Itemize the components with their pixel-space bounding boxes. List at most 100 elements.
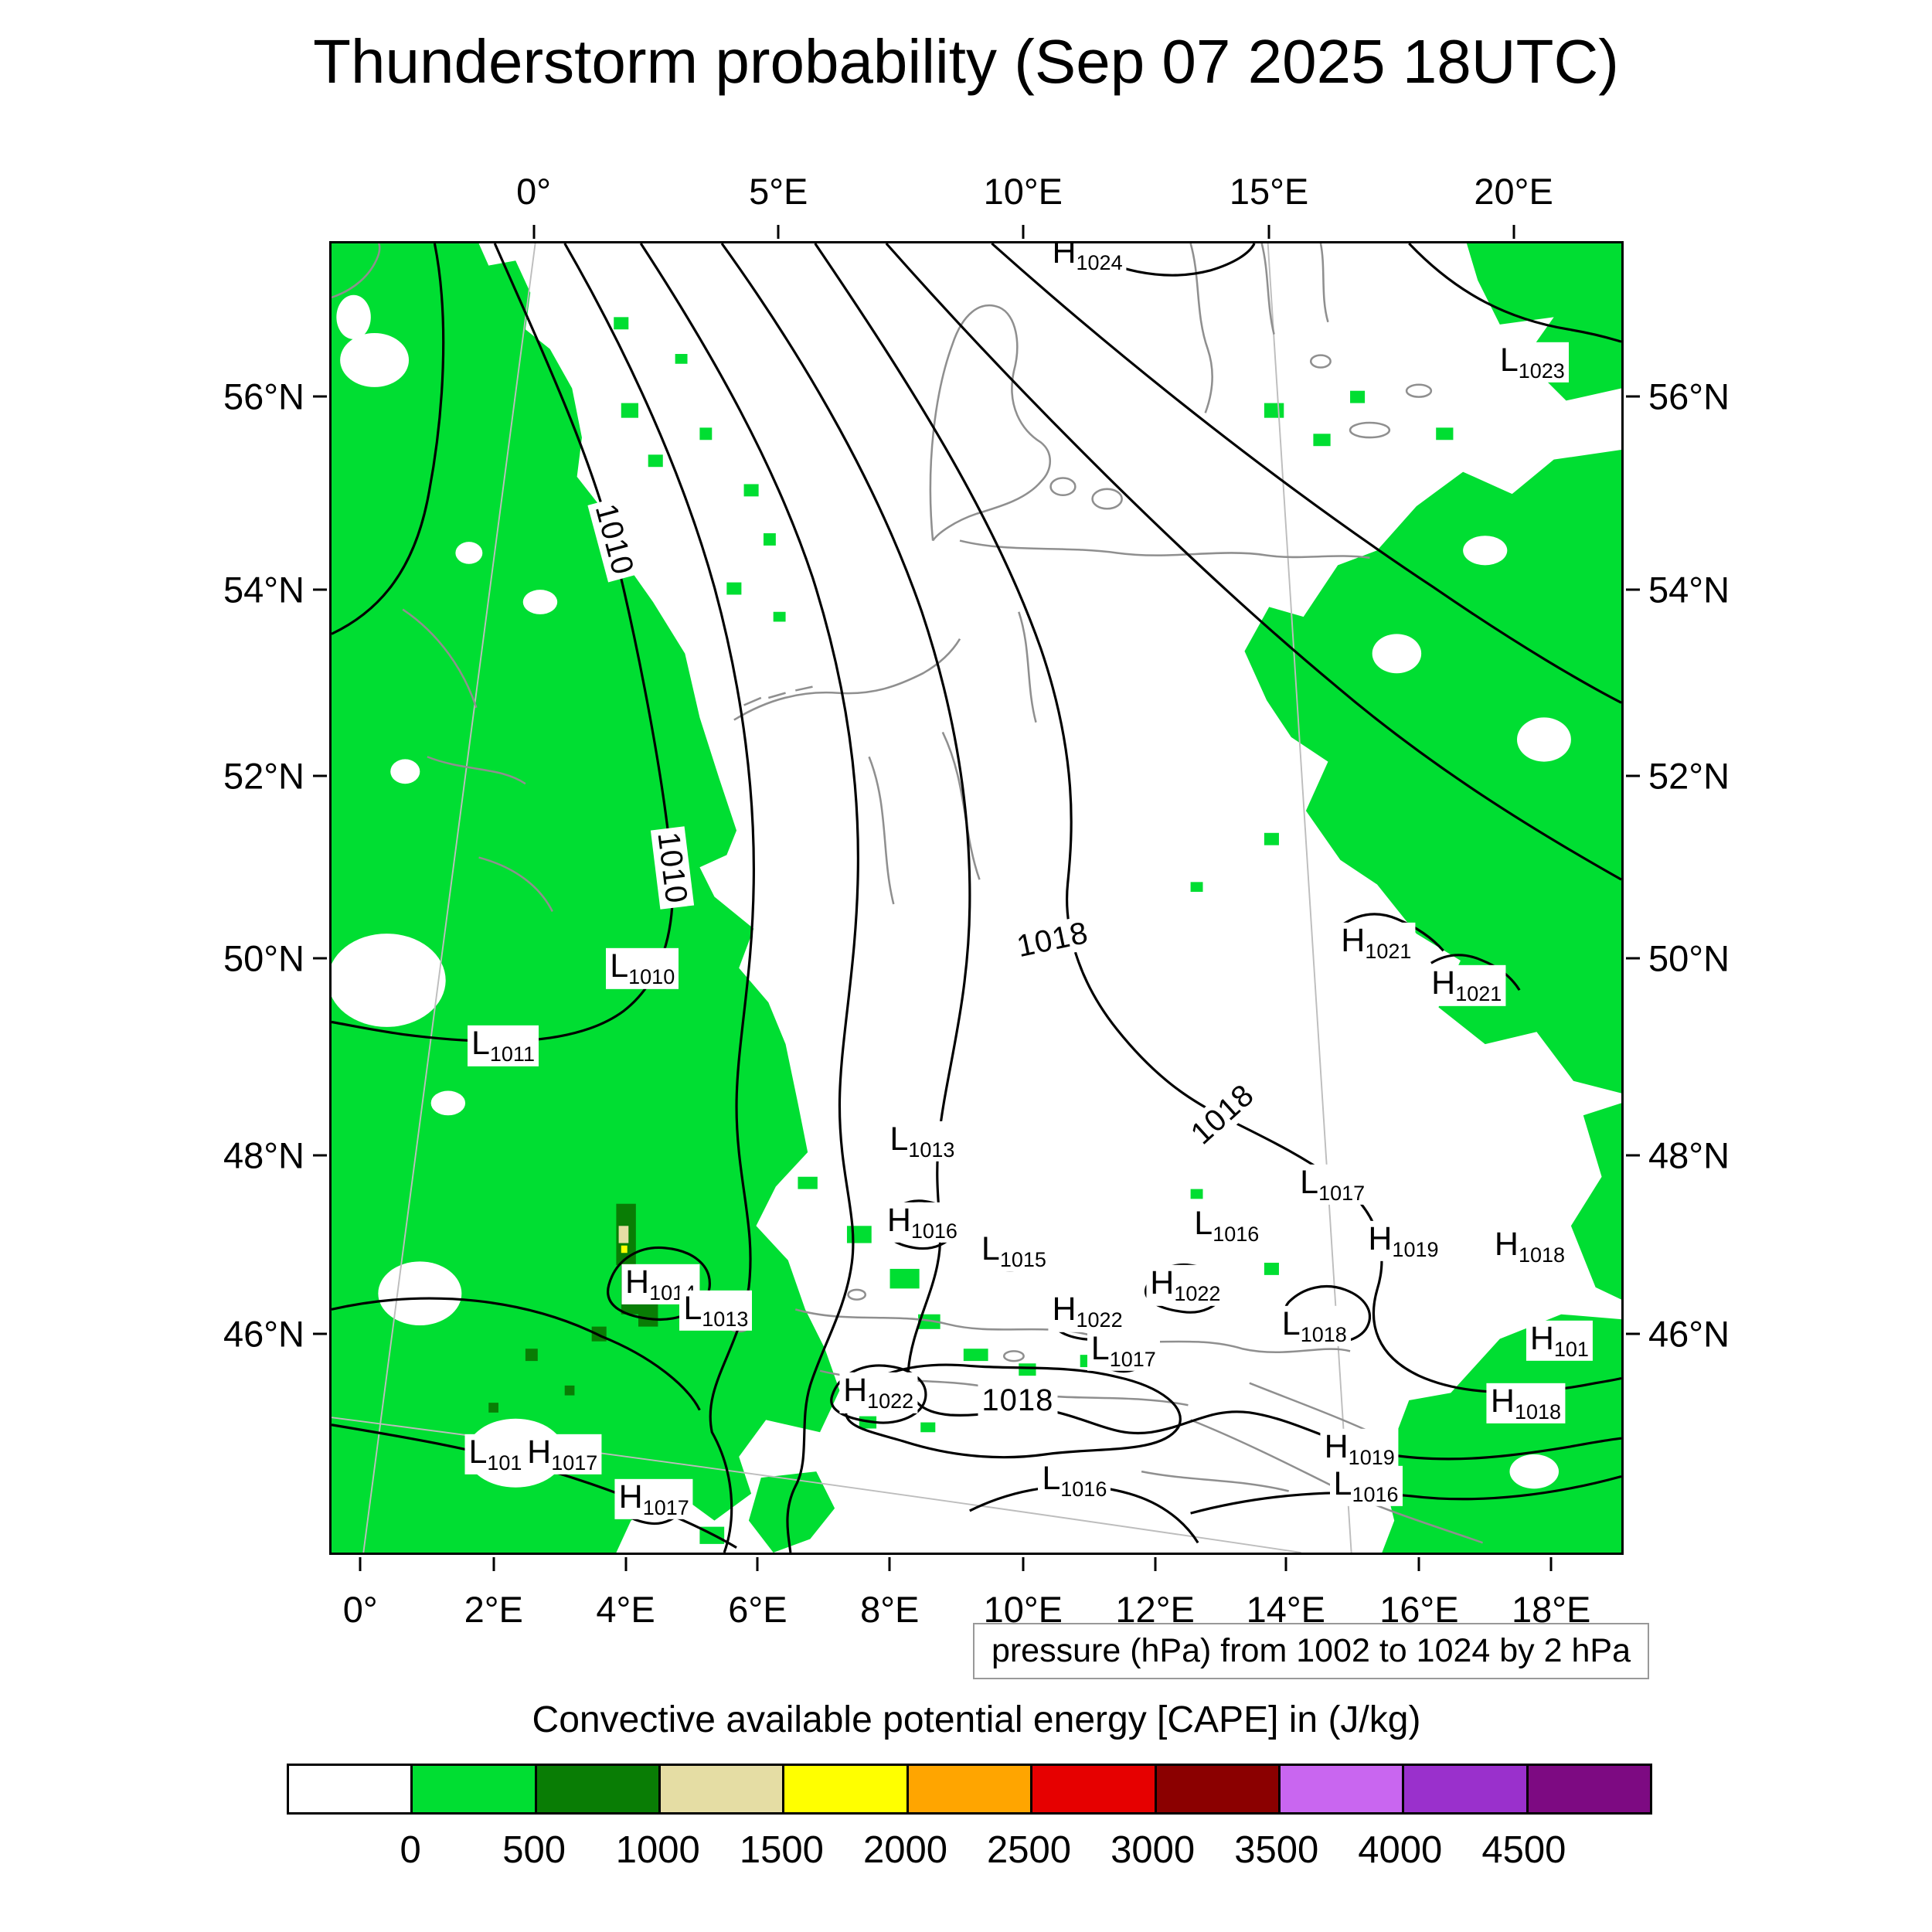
lat-label-right: 50°N (1648, 937, 1730, 979)
cape-shading (332, 243, 1621, 1553)
pressure-center-label: L1010 (606, 948, 679, 989)
lon-label-top: 5°E (749, 171, 808, 212)
cape-colorbar-labels: 0 500 1000 1500 2000 2500 3000 3500 4000 4500 (287, 1828, 1648, 1875)
pressure-center-label: H1019 (1364, 1220, 1443, 1261)
pressure-center-label: L101 (464, 1434, 526, 1475)
lon-tick-bottom (1549, 1557, 1553, 1571)
cape-colorbar (287, 1764, 1652, 1815)
colorbar-tick-label: 1000 (615, 1829, 700, 1871)
lon-tick-top (532, 225, 536, 239)
lat-tick-left (313, 1154, 327, 1157)
lat-label-right: 46°N (1648, 1313, 1730, 1355)
colorbar-tick-label: 2500 (987, 1829, 1072, 1871)
colorbar-tick-label: 1500 (739, 1829, 824, 1871)
pressure-center-label: L1011 (467, 1026, 539, 1066)
lat-tick-right (1626, 1332, 1640, 1335)
colorbar-cell (289, 1766, 411, 1812)
lat-label-left: 50°N (223, 937, 304, 979)
lat-label-left: 54°N (223, 569, 304, 610)
colorbar-cell (410, 1766, 535, 1812)
lat-tick-right (1626, 957, 1640, 960)
lon-tick-top (1022, 225, 1025, 239)
colorbar-tick-label: 0 (400, 1829, 421, 1871)
pressure-center-label: L1016 (1329, 1465, 1403, 1506)
pressure-center-label: L1016 (1190, 1205, 1264, 1246)
colorbar-cell (1526, 1766, 1650, 1812)
map-plot-area: H1024 L1023 1010 1010 L1010 L1011 1018 H1021 H10… (329, 241, 1624, 1555)
colorbar-cell (1030, 1766, 1155, 1812)
pressure-center-label: L1013 (886, 1121, 959, 1162)
colorbar-cell (1277, 1766, 1403, 1812)
lon-tick-top (1267, 225, 1270, 239)
lat-label-right: 54°N (1648, 569, 1730, 610)
lon-label-top: 20°E (1474, 171, 1553, 212)
pressure-center-label: H1024 (1048, 243, 1127, 274)
colorbar-tick-label: 500 (502, 1829, 566, 1871)
colorbar-cell (658, 1766, 783, 1812)
lat-tick-right (1626, 395, 1640, 398)
pressure-center-label: H101 (1526, 1320, 1593, 1361)
pressure-center-label: H1021 (1427, 965, 1506, 1006)
colorbar-cell (534, 1766, 659, 1812)
pressure-center-label: H1016 (883, 1202, 961, 1243)
colorbar-cell (1154, 1766, 1278, 1812)
lat-tick-left (313, 588, 327, 590)
pressure-center-label: L1015 (977, 1231, 1050, 1272)
lat-tick-left (313, 774, 327, 777)
pressure-center-label: H1018 (1486, 1383, 1566, 1424)
pressure-center-label: L1016 (1038, 1460, 1111, 1501)
pressure-center-label: H1018 (1490, 1226, 1570, 1267)
lon-tick-bottom (756, 1557, 759, 1571)
lon-label-top: 15°E (1229, 171, 1309, 212)
lat-label-left: 46°N (223, 1313, 304, 1355)
lat-tick-left (313, 957, 327, 960)
lat-tick-right (1626, 588, 1640, 590)
colorbar-tick-label: 3000 (1111, 1829, 1196, 1871)
map-canvas (332, 243, 1621, 1553)
pressure-center-label: L1013 (679, 1290, 753, 1331)
colorbar-tick-label: 3500 (1234, 1829, 1319, 1871)
lat-label-left: 48°N (223, 1134, 304, 1176)
lon-label-bottom: 8°E (860, 1589, 920, 1630)
lat-tick-right (1626, 774, 1640, 777)
colorbar-cell (782, 1766, 906, 1812)
pressure-range-caption: pressure (hPa) from 1002 to 1024 by 2 hP… (972, 1623, 1649, 1679)
lon-tick-bottom (624, 1557, 628, 1571)
lon-label-bottom: 0° (342, 1589, 378, 1630)
lat-tick-left (313, 395, 327, 398)
lon-tick-bottom (1154, 1557, 1157, 1571)
pressure-center-label: H1022 (1146, 1265, 1225, 1306)
map-axes-area: H1024 L1023 1010 1010 L1010 L1011 1018 H1021 H10… (223, 171, 1730, 1630)
lon-label-bottom: 6°E (728, 1589, 787, 1630)
lon-tick-top (1512, 225, 1515, 239)
pressure-center-label: H1022 (1048, 1291, 1127, 1332)
lat-tick-right (1626, 1154, 1640, 1157)
lon-tick-top (777, 225, 780, 239)
colorbar-cell (906, 1766, 1031, 1812)
lon-tick-bottom (359, 1557, 362, 1571)
colorbar-tick-label: 4500 (1481, 1829, 1566, 1871)
lat-label-right: 52°N (1648, 755, 1730, 797)
lat-tick-left (313, 1332, 327, 1335)
pressure-center-label: L1017 (1087, 1330, 1160, 1372)
lat-label-right: 48°N (1648, 1134, 1730, 1176)
lon-label-top: 10°E (983, 171, 1063, 212)
lon-tick-bottom (888, 1557, 891, 1571)
pressure-center-label: H1021 (1337, 922, 1416, 963)
colorbar-tick-label: 4000 (1358, 1829, 1443, 1871)
lat-label-left: 52°N (223, 755, 304, 797)
pressure-center-label: H1022 (839, 1372, 918, 1413)
lon-tick-bottom (1417, 1557, 1420, 1571)
lat-label-right: 56°N (1648, 376, 1730, 417)
contour-value-label: 1018 (978, 1383, 1058, 1418)
pressure-center-label: L1023 (1495, 342, 1569, 383)
colorbar-title: Convective available potential energy [C… (532, 1699, 1421, 1740)
pressure-center-label: H1017 (523, 1434, 602, 1475)
chart-title: Thunderstorm probability (Sep 07 2025 18… (313, 27, 1619, 96)
lat-label-left: 56°N (223, 376, 304, 417)
lon-tick-bottom (1284, 1557, 1287, 1571)
colorbar-cell (1402, 1766, 1526, 1812)
lon-tick-bottom (492, 1557, 495, 1571)
pressure-center-label: H1017 (614, 1478, 693, 1519)
